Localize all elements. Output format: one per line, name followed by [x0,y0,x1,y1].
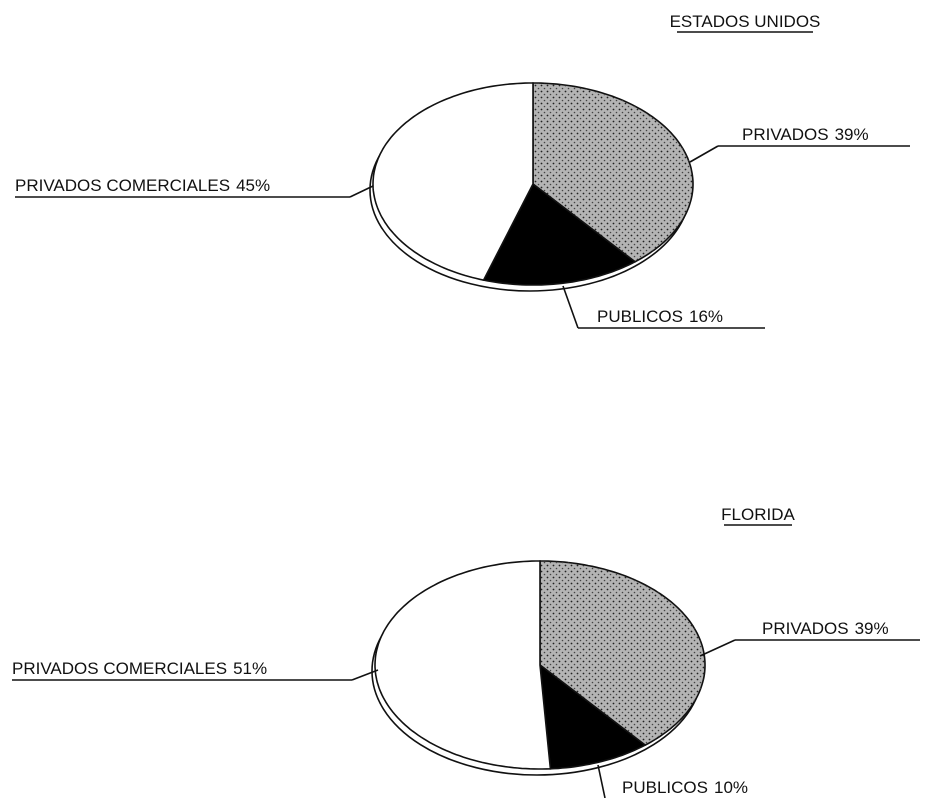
value-label: 45% [236,176,270,195]
leader-line [699,639,736,657]
category-name: PRIVADOS [742,125,829,144]
slice-label: PUBLICOS 16% [597,307,723,326]
pie-slice [482,182,637,286]
leader-line [349,185,374,198]
value-label: 51% [233,659,267,678]
value-label: 39% [835,125,869,144]
pie-slice [374,560,552,770]
leader-line [689,145,719,163]
chart-title: FLORIDA [721,505,795,524]
category-name: PUBLICOS [622,778,708,797]
value-label: 10% [714,778,748,797]
slice-label: PRIVADOS COMERCIALES 51% [12,659,267,678]
slice-stipple [540,561,705,746]
pie-slice [539,663,647,770]
leader-line [351,669,379,681]
slice-label: PRIVADOS 39% [762,619,889,638]
category-name: PRIVADOS COMERCIALES [15,176,230,195]
slice-stipple [533,83,693,262]
leader-line [562,285,579,329]
category-name: PRIVADOS COMERCIALES [12,659,227,678]
value-label: 16% [689,307,723,326]
pie-slice [372,82,534,282]
category-name: PRIVADOS [762,619,849,638]
leader-line [597,764,606,798]
slice-label: PRIVADOS 39% [742,125,869,144]
slice-label: PUBLICOS 10% [622,778,748,797]
value-label: 39% [855,619,889,638]
chart-title: ESTADOS UNIDOS [670,12,821,31]
slice-label: PRIVADOS COMERCIALES 45% [15,176,270,195]
category-name: PUBLICOS [597,307,683,326]
